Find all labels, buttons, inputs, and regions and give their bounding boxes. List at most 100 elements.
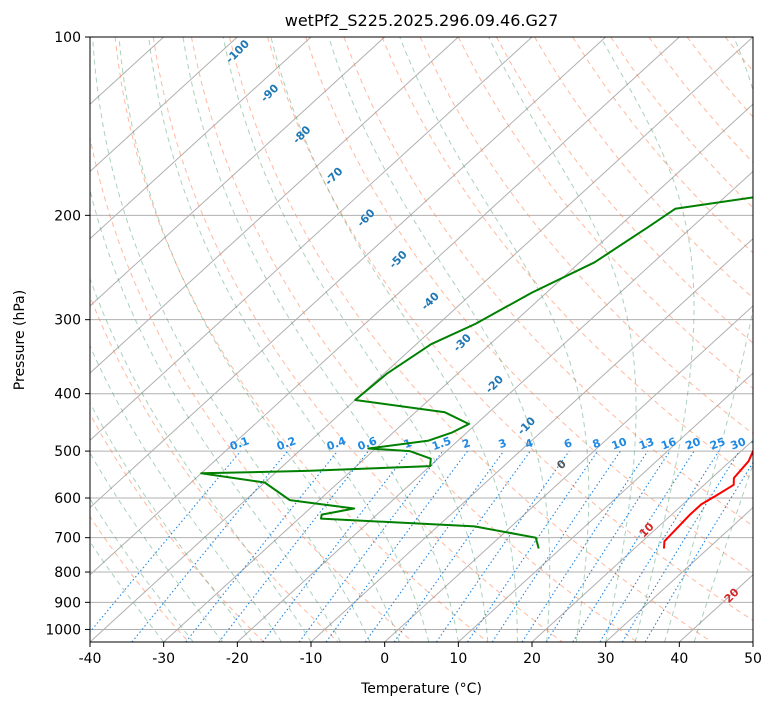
- mixing-ratio-line: [521, 450, 649, 642]
- moist-adiabat: [399, 37, 590, 642]
- axis-ticks: -40 -30 -20 -10 0 10 20 30 40 5010020030040050060…: [45, 30, 762, 667]
- moist-adiabat: [90, 277, 312, 642]
- moist-adiabat: [148, 37, 430, 642]
- moist-adiabat: [90, 188, 341, 642]
- mixing-ratio-line: [90, 450, 242, 633]
- mixing-ratio-label: 20: [684, 435, 703, 453]
- mixing-ratio-line: [131, 450, 289, 642]
- dry-adiabat: [90, 295, 339, 642]
- dry-adiabat: [152, 37, 563, 642]
- x-tick-label: 20: [523, 651, 541, 667]
- moist-adiabat: [92, 37, 371, 642]
- isoline-labels: 0.1 0.2 0.4 0.6 1 1.5 2 3 4 6 8 10 13 16 20 25 30 36-100-…: [223, 37, 753, 606]
- mixing-ratio-line: [364, 450, 505, 642]
- dry-adiabat: [90, 515, 190, 642]
- mixing-ratio-label: 13: [637, 435, 656, 452]
- y-tick-label: 1000: [45, 622, 81, 638]
- dry-adiabat: [305, 37, 753, 574]
- y-tick-label: 100: [54, 30, 81, 46]
- isotherm-line: [90, 37, 607, 509]
- isotherm-label: -60: [354, 206, 377, 229]
- mixing-ratio-label: 4: [523, 436, 535, 451]
- isotherm-label: -100: [223, 37, 252, 66]
- isotherm-label: -50: [387, 248, 410, 271]
- dry-adiabat: [686, 37, 753, 118]
- isotherm-line: [90, 37, 753, 642]
- isotherm-line: [236, 170, 753, 642]
- moist-adiabat: [270, 37, 518, 642]
- dry-adiabat: [534, 37, 753, 299]
- moist-adiabat: [182, 37, 459, 642]
- temperature-trace: [663, 448, 753, 549]
- dry-adiabat: [495, 37, 753, 344]
- dry-adiabat: [648, 37, 753, 164]
- mixing-ratio-line: [393, 450, 531, 642]
- x-tick-label: 30: [597, 651, 615, 667]
- mixing-ratio-label: 1.5: [430, 434, 453, 453]
- mixing-ratio-label: 0.2: [275, 434, 298, 453]
- isotherm-label: 10: [637, 520, 657, 540]
- y-tick-label: 500: [54, 444, 81, 460]
- isotherm-line: [605, 506, 753, 642]
- mixing-ratio-line: [644, 461, 753, 642]
- mixing-ratio-line: [621, 450, 740, 642]
- dry-adiabat: [763, 37, 775, 642]
- x-tick-label: 10: [449, 651, 467, 667]
- plot-frame: [89, 36, 754, 643]
- mixing-ratio-label: 0.6: [356, 434, 379, 453]
- isotherm-line: [457, 372, 753, 642]
- mixing-ratio-label: 25: [708, 435, 727, 452]
- dry-adiabat: [267, 37, 753, 622]
- sounding-series: [200, 196, 753, 549]
- mixing-ratio-line: [435, 450, 570, 642]
- y-tick-label: 900: [54, 595, 81, 611]
- mixing-ratio-label: 3: [497, 436, 509, 451]
- dry-adiabat: [190, 37, 638, 642]
- x-tick-label: -40: [79, 651, 102, 667]
- mixing-ratio-line: [491, 450, 621, 642]
- y-tick-label: 600: [54, 491, 81, 507]
- mixing-ratio-label: 30: [729, 435, 748, 453]
- isotherm-line: [90, 37, 312, 240]
- y-axis-label: Pressure (hPa): [12, 290, 28, 390]
- moist-adiabat: [600, 37, 695, 642]
- mixing-ratio-line: [545, 450, 671, 642]
- isotherm-label: -20: [483, 373, 506, 396]
- x-tick-label: 0: [380, 651, 389, 667]
- x-tick-label: -20: [226, 651, 249, 667]
- isotherm-label: -80: [290, 123, 313, 146]
- x-tick-label: -10: [300, 651, 323, 667]
- x-axis-label: Temperature (°C): [360, 681, 482, 697]
- isotherm-line: [752, 641, 753, 642]
- mixing-ratio-line: [185, 450, 339, 642]
- mixing-ratio-label: 16: [659, 435, 678, 453]
- background-lines: [90, 37, 775, 642]
- mixing-ratio-label: 0.1: [228, 434, 251, 453]
- moist-adiabat: [488, 37, 637, 642]
- isotherm-line: [90, 37, 533, 442]
- x-tick-label: -30: [152, 651, 175, 667]
- isotherm-label: -10: [515, 414, 538, 437]
- moist-adiabat: [90, 401, 253, 642]
- isotherm-line: [90, 37, 459, 374]
- isotherm-line: [90, 37, 680, 576]
- y-tick-label: 700: [54, 531, 81, 547]
- dry-adiabat: [90, 135, 414, 642]
- y-tick-label: 400: [54, 387, 81, 403]
- dry-adiabat: [343, 37, 753, 527]
- isotherm-line: [384, 305, 753, 642]
- dry-adiabat: [381, 37, 753, 481]
- moist-adiabat: [118, 37, 400, 642]
- dry-adiabat: [724, 37, 753, 72]
- mixing-ratio-label: 6: [562, 436, 574, 451]
- mixing-ratio-line: [572, 450, 695, 642]
- x-tick-label: 50: [744, 651, 762, 667]
- isotherm-line: [90, 37, 386, 307]
- y-tick-label: 800: [54, 565, 81, 581]
- moist-adiabat: [90, 452, 223, 642]
- mixing-ratio-label: 2: [461, 436, 473, 451]
- dry-adiabat: [419, 37, 753, 435]
- isotherm-line: [531, 439, 753, 642]
- moist-adiabat: [90, 344, 282, 642]
- chart-title: wetPf2_S225.2025.296.09.46.G27: [285, 11, 559, 31]
